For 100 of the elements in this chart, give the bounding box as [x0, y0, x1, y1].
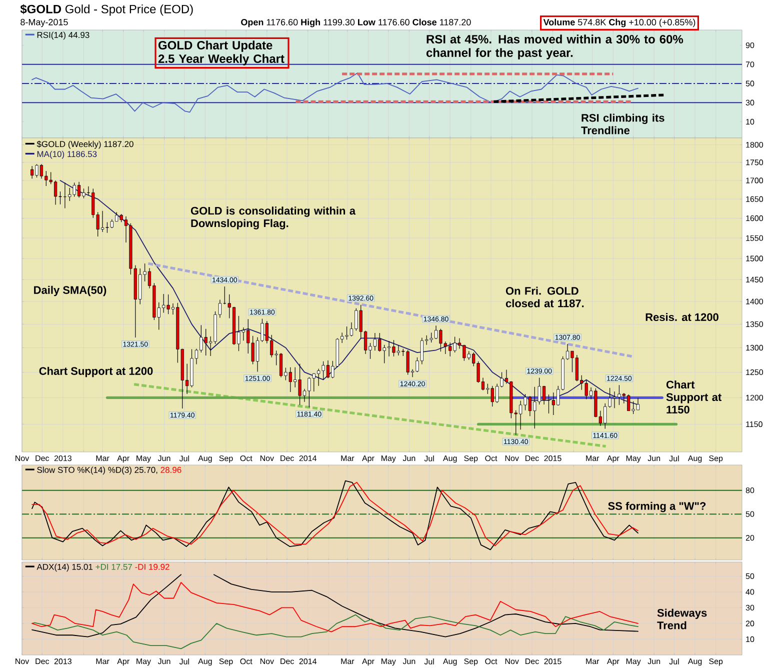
annotation: Chart Support at 1200 — [39, 366, 153, 378]
x-tick-label: Mar — [341, 455, 354, 462]
annotation: On Fri. GOLD closed at 1187. — [506, 286, 584, 308]
x-tick-label: Mar — [96, 455, 110, 462]
x-tick-label: Sep — [709, 455, 723, 463]
y-tick-label: 50 — [746, 511, 754, 517]
x-tick-label: Nov — [260, 455, 274, 462]
y-tick-label: 1250 — [746, 369, 764, 376]
annotation: Resis. at 1200 — [646, 312, 718, 322]
y-tick-label: 1750 — [746, 160, 764, 166]
x-tick-label: Nov — [505, 658, 519, 664]
legend-label: MA(10) 1186.53 — [37, 150, 97, 159]
y-tick-label: 1500 — [746, 256, 764, 262]
y-tick-label: 1400 — [746, 298, 764, 304]
x-tick-label: Dec — [526, 455, 539, 462]
x-tick-label: Sep — [219, 455, 233, 463]
y-tick-label: 1350 — [746, 321, 764, 328]
x-tick-label: May — [136, 455, 151, 463]
x-tick-label: Nov — [16, 455, 30, 462]
x-tick-label: Mar — [341, 658, 354, 664]
x-tick-label: Apr — [117, 455, 130, 463]
x-tick-label: 2014 — [299, 658, 317, 664]
y-tick-label: 40 — [746, 589, 754, 595]
x-tick-label: Jun — [648, 455, 660, 462]
x-tick-label: Aug — [443, 455, 457, 463]
y-tick-label: 1150 — [746, 421, 762, 428]
y-tick-label: 1800 — [746, 142, 764, 148]
x-tick-label: Aug — [198, 455, 212, 463]
text: +DI 17.57 — [96, 564, 132, 570]
x-tick-label: 2013 — [54, 658, 72, 664]
x-tick-label: Jun — [402, 658, 416, 664]
x-tick-label: Aug — [198, 658, 212, 666]
x-tick-label: Apr — [117, 658, 130, 666]
y-tick-label: 1600 — [746, 215, 764, 222]
x-tick-label: Jul — [424, 455, 434, 462]
y-tick-label: 10 — [746, 118, 754, 125]
legend-label: Slow STO %K(14) %D(3) 25.70, — [37, 466, 158, 475]
x-tick-label: Jul — [669, 455, 679, 462]
y-tick-label: 1550 — [746, 235, 764, 241]
y-tick-label: 70 — [746, 62, 754, 68]
annotation: Chart Support at 1150 — [666, 380, 722, 414]
annotation: Daily SMA(50) — [34, 286, 106, 296]
x-tick-label: Dec — [36, 455, 50, 462]
text: Volume 574.8K Chg +10.00 (+0.85%) — [543, 18, 696, 28]
x-tick-label: Jul — [179, 658, 189, 664]
chart-title: $GOLD Gold - Spot Price (EOD) — [20, 4, 193, 16]
x-tick-label: Aug — [688, 455, 702, 463]
x-tick-label: Dec — [280, 658, 294, 664]
x-tick-label: Nov — [505, 455, 519, 462]
x-tick-label: Oct — [240, 455, 252, 462]
x-tick-label: 2015 — [544, 658, 562, 664]
y-tick-label: 1450 — [746, 276, 764, 282]
x-tick-label: 2015 — [544, 455, 562, 462]
x-tick-label: 2013 — [54, 455, 72, 462]
x-tick-label: Jul — [669, 658, 679, 664]
x-tick-label: Aug — [688, 658, 702, 666]
x-tick-label: Jun — [648, 658, 660, 664]
line-series — [32, 72, 638, 113]
y-tick-label: 50 — [746, 573, 754, 580]
text: 28.96 — [160, 466, 182, 473]
annotation: SS forming a "W"? — [608, 502, 706, 512]
series-label: -DI 19.92 — [135, 564, 170, 570]
annotation: GOLD is consolidating within a Downsloping Flag. — [190, 206, 356, 230]
x-tick-label: May — [626, 658, 641, 666]
legend-label: RSI(14) 44.93 — [37, 32, 90, 40]
x-tick-label: Mar — [586, 658, 600, 664]
y-tick-label: 20 — [746, 620, 754, 626]
x-tick-label: Oct — [485, 658, 498, 664]
x-tick-label: 2014 — [299, 455, 317, 462]
x-tick-label: Dec — [36, 658, 50, 664]
legend-label: $GOLD (Weekly) 1187.20 — [36, 140, 134, 149]
x-tick-label: Apr — [362, 455, 374, 463]
y-tick-label: 20 — [746, 534, 754, 541]
y-tick-label: 1200 — [746, 394, 764, 400]
x-tick-label: Sep — [709, 658, 723, 666]
x-tick-label: Jul — [179, 455, 189, 462]
x-tick-label: Sep — [219, 658, 233, 666]
text: Open 1176.60 High 1199.30 Low 1176.60 Close 1187.20 — [241, 18, 471, 28]
annotation: RSI at 45%. Has moved within a 30% to 60% channel for the past year. — [426, 34, 684, 60]
x-tick-label: Dec — [526, 658, 539, 664]
annotation: Sideways Trend — [657, 608, 707, 630]
y-tick-label: 30 — [746, 100, 754, 106]
x-tick-label: May — [136, 658, 151, 666]
x-tick-label: Sep — [464, 658, 478, 666]
x-tick-label: Dec — [280, 455, 294, 462]
line-series — [32, 614, 638, 650]
x-tick-label: Jul — [424, 658, 434, 664]
x-tick-label: Oct — [485, 455, 498, 462]
x-tick-label: Sep — [464, 455, 478, 463]
x-tick-label: Apr — [362, 658, 374, 666]
y-tick-label: 30 — [746, 604, 754, 611]
x-tick-label: Apr — [606, 455, 620, 463]
y-tick-label: 10 — [746, 636, 754, 642]
y-tick-label: 80 — [746, 487, 754, 494]
x-tick-label: Oct — [240, 658, 252, 664]
y-tick-label: 1650 — [746, 196, 764, 202]
annotation: RSI climbing its Trendline — [581, 114, 664, 134]
y-tick-label: 1300 — [746, 344, 764, 351]
x-tick-label: May — [381, 658, 396, 666]
y-tick-label: 90 — [746, 42, 754, 48]
